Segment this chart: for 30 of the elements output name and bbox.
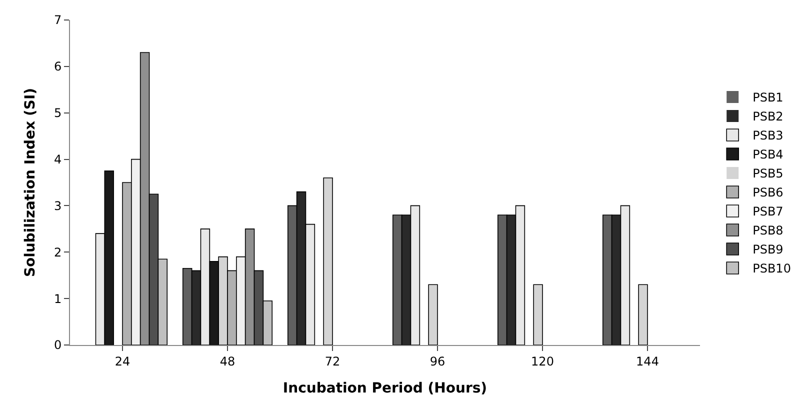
bar (428, 284, 438, 345)
legend-label: PSB1 (752, 90, 784, 105)
legend-label: PSB4 (752, 148, 784, 162)
x-axis-title: Incubation Period (Hours) (282, 380, 488, 397)
legend-label: PSB10 (752, 262, 791, 276)
bar (533, 284, 543, 345)
y-tick-label: 0 (54, 338, 62, 352)
y-axis-title: Solubilization Index (SI) (22, 88, 39, 278)
legend-label: PSB7 (752, 204, 784, 219)
legend-label: PSB6 (752, 186, 784, 200)
legend-label: PSB2 (752, 110, 784, 124)
y-tick-label: 5 (54, 106, 62, 120)
x-tick-label: 120 (531, 354, 554, 368)
legend-label: PSB9 (752, 242, 784, 257)
y-tick-label: 7 (54, 13, 62, 28)
bar (323, 177, 333, 345)
x-tick-label: 24 (114, 354, 130, 368)
legend-label: PSB5 (752, 166, 784, 181)
x-tick-label: 48 (220, 354, 236, 368)
x-tick-label: 96 (430, 354, 446, 368)
y-tick-label: 4 (54, 152, 62, 166)
bar (638, 284, 648, 345)
y-tick-label: 3 (54, 198, 62, 213)
x-tick-label: 72 (324, 354, 340, 368)
y-tick-label: 6 (54, 60, 62, 74)
legend-label: PSB8 (752, 224, 784, 238)
y-tick-label: 2 (54, 245, 62, 260)
legend-label: PSB3 (752, 128, 784, 143)
x-tick-label: 144 (636, 354, 659, 368)
y-tick-label: 1 (54, 292, 62, 306)
